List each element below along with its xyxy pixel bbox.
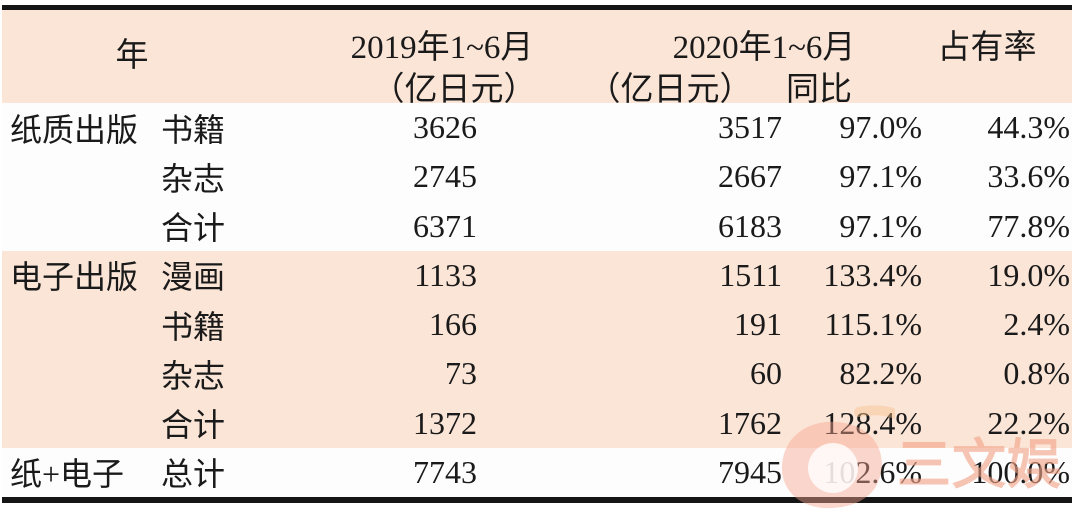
- row-category-label: 书籍: [161, 111, 226, 148]
- row-share-value: 2.4%: [1003, 306, 1070, 343]
- data-table: 年 2019年1~6月 （亿日元） 2020年1~6月 （亿日元） 同比 占有率…: [2, 5, 1072, 503]
- row-2019-value: 7743: [413, 453, 477, 490]
- row-2020-value: 3517: [718, 109, 782, 146]
- row-group-label: 电子出版: [10, 259, 139, 296]
- row-yoy-value: 97.1%: [839, 158, 922, 195]
- table-row: 电子出版 漫画 1133 1511 133.4% 19.0%: [2, 250, 1072, 300]
- header-2020-period: 2020年1~6月: [672, 30, 856, 66]
- header-2020-unit: （亿日元）: [587, 72, 753, 108]
- row-category-label: 合计: [161, 210, 226, 247]
- row-share-value: 19.0%: [987, 256, 1070, 293]
- table-row: 书籍 166 191 115.1% 2.4%: [2, 300, 1072, 350]
- header-year: 年: [115, 38, 149, 74]
- row-2020-value: 60: [750, 355, 782, 392]
- row-2019-value: 166: [429, 306, 477, 343]
- row-category-label: 杂志: [161, 160, 226, 197]
- row-yoy-value: 133.4%: [823, 256, 922, 293]
- table-row: 合计 6371 6183 97.1% 77.8%: [2, 201, 1072, 251]
- header-yoy: 同比: [786, 72, 852, 108]
- row-2020-value: 7945: [718, 453, 782, 490]
- table-header: 年 2019年1~6月 （亿日元） 2020年1~6月 （亿日元） 同比 占有率: [2, 10, 1072, 108]
- table-top-border: [2, 5, 1072, 10]
- table-row: 纸质出版 书籍 3626 3517 97.0% 44.3%: [2, 103, 1072, 153]
- row-share-value: 33.6%: [987, 158, 1070, 195]
- header-2019-period: 2019年1~6月: [350, 30, 534, 66]
- row-2019-value: 1372: [413, 404, 477, 441]
- row-yoy-value: 115.1%: [824, 306, 922, 343]
- table-body: 纸质出版 书籍 3626 3517 97.0% 44.3% 杂志 2745 26…: [2, 103, 1072, 497]
- table-row: 合计 1372 1762 128.4% 22.2%: [2, 398, 1072, 448]
- table-row: 杂志 73 60 82.2% 0.8%: [2, 349, 1072, 399]
- row-category-label: 总计: [161, 456, 226, 493]
- row-category-label: 书籍: [161, 308, 226, 345]
- row-yoy-value: 82.2%: [839, 355, 922, 392]
- row-yoy-value: 102.6%: [823, 453, 922, 490]
- row-2020-value: 6183: [718, 207, 782, 244]
- row-2019-value: 2745: [413, 158, 477, 195]
- row-2020-value: 1762: [718, 404, 782, 441]
- table-row: 纸+电子 总计 7743 7945 102.6% 100.0%: [2, 447, 1072, 497]
- header-2019-unit: （亿日元）: [371, 72, 537, 108]
- row-2019-value: 1133: [414, 256, 477, 293]
- row-share-value: 22.2%: [987, 404, 1070, 441]
- row-share-value: 0.8%: [1003, 355, 1070, 392]
- table-bottom-border: [2, 497, 1072, 503]
- header-share: 占有率: [937, 30, 1037, 66]
- row-share-value: 100.0%: [971, 453, 1070, 490]
- row-group-label: 纸+电子: [10, 456, 125, 493]
- table-row: 杂志 2745 2667 97.1% 33.6%: [2, 152, 1072, 202]
- row-category-label: 合计: [161, 407, 226, 444]
- row-category-label: 漫画: [161, 259, 226, 296]
- row-2019-value: 73: [445, 355, 477, 392]
- row-yoy-value: 128.4%: [823, 404, 922, 441]
- row-group-label: 纸质出版: [10, 111, 139, 148]
- row-share-value: 44.3%: [987, 109, 1070, 146]
- row-2020-value: 1511: [719, 256, 782, 293]
- row-2020-value: 2667: [718, 158, 782, 195]
- row-yoy-value: 97.0%: [839, 109, 922, 146]
- row-share-value: 77.8%: [987, 207, 1070, 244]
- row-2020-value: 191: [734, 306, 782, 343]
- row-yoy-value: 97.1%: [839, 207, 922, 244]
- row-2019-value: 3626: [413, 109, 477, 146]
- row-2019-value: 6371: [413, 207, 477, 244]
- row-category-label: 杂志: [161, 357, 226, 394]
